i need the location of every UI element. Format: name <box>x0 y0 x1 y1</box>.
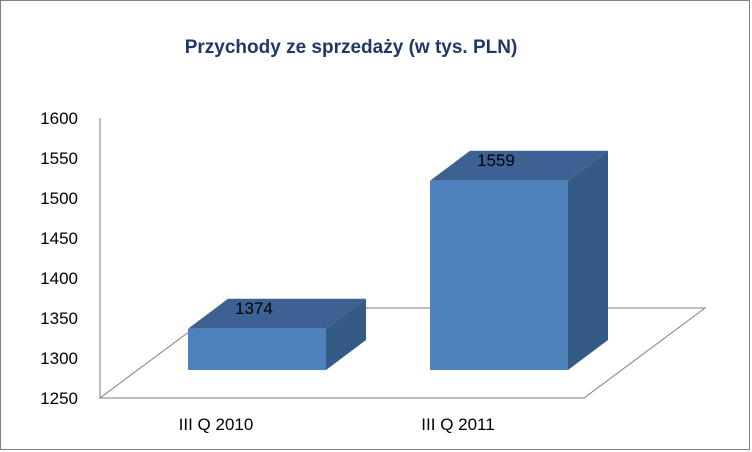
y-tick-label: 1550 <box>40 149 78 168</box>
floor-plane <box>98 307 707 399</box>
bar-top <box>430 150 608 181</box>
bar-top <box>188 298 366 329</box>
bar-side <box>568 150 608 370</box>
bar-front <box>188 328 326 370</box>
y-tick-label: 1400 <box>40 269 78 288</box>
bar-front <box>430 180 568 370</box>
chart-title: Przychody ze sprzedaży (w tys. PLN) <box>184 37 518 58</box>
bar-side <box>326 298 366 370</box>
y-tick-label: 1450 <box>40 229 78 248</box>
y-tick-label: 1300 <box>40 349 78 368</box>
x-tick-label: III Q 2010 <box>179 415 254 434</box>
y-tick-label: 1500 <box>40 189 78 208</box>
y-tick-label: 1350 <box>40 309 78 328</box>
data-label: 1559 <box>477 151 515 170</box>
y-tick-label: 1600 <box>40 109 78 128</box>
data-label: 1374 <box>235 299 273 318</box>
y-tick-label: 1250 <box>40 389 78 408</box>
x-tick-label: III Q 2011 <box>421 415 494 434</box>
